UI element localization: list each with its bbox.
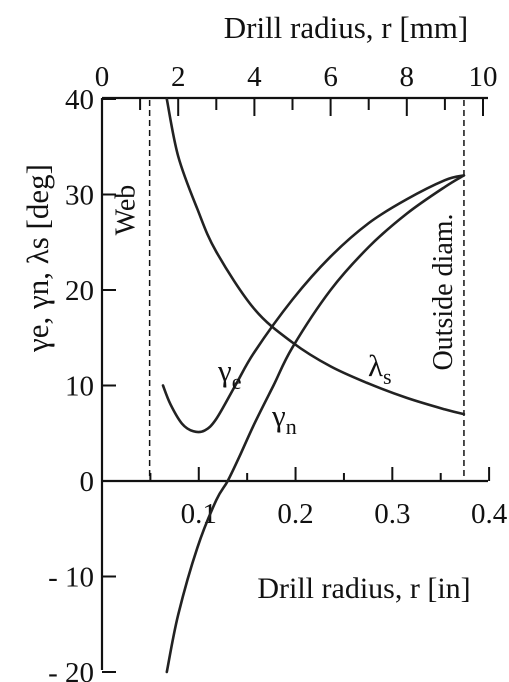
- y-tick-label: 30: [65, 180, 94, 212]
- y-tick-label: 40: [65, 84, 94, 116]
- y-axis-title: γe, γn, λs [deg]: [20, 164, 55, 353]
- gamma-e-curve: [161, 174, 466, 434]
- curves: [161, 97, 466, 674]
- top-tick-label: 8: [400, 61, 415, 93]
- gamma-n-label: γn: [271, 398, 297, 439]
- gamma-e-label: γe: [217, 353, 241, 394]
- y-tick-label: 10: [65, 371, 94, 403]
- ticks: [101, 98, 491, 673]
- bottom-axis-title: Drill radius, r [in]: [257, 572, 470, 605]
- lambda-s-label: λs: [368, 348, 392, 389]
- top-tick-label: 10: [469, 61, 498, 93]
- y-tick-label: 20: [65, 275, 94, 307]
- bottom-tick-label: 0.3: [374, 498, 410, 530]
- gamma-n-curve: [165, 174, 466, 674]
- top-tick-label: 2: [171, 61, 186, 93]
- y-tick-label: - 10: [48, 562, 94, 594]
- bottom-tick-label: 0.4: [471, 498, 508, 530]
- top-tick-label: 4: [247, 61, 262, 93]
- y-tick-label: 0: [80, 466, 95, 498]
- outside-diam-label: Outside diam.: [428, 213, 459, 370]
- lambda-s-curve: [165, 97, 466, 416]
- bottom-tick-label: 0.2: [277, 498, 313, 530]
- reference-lines: Web Outside diam.: [111, 100, 465, 481]
- top-axis-title: Drill radius, r [mm]: [224, 10, 469, 45]
- web-label: Web: [111, 185, 142, 236]
- top-tick-label: 0: [95, 61, 110, 93]
- y-tick-label: - 20: [48, 657, 94, 682]
- top-tick-label: 6: [323, 61, 338, 93]
